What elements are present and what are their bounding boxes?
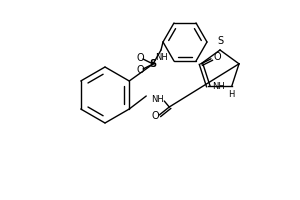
Text: O: O — [136, 65, 144, 75]
Text: S: S — [149, 59, 157, 69]
Text: O: O — [214, 52, 222, 62]
Text: H: H — [229, 90, 235, 99]
Text: S: S — [217, 36, 223, 46]
Text: O: O — [136, 53, 144, 63]
Text: NH: NH — [151, 95, 164, 104]
Text: NH: NH — [154, 53, 167, 62]
Text: NH: NH — [212, 82, 225, 91]
Text: O: O — [152, 111, 159, 121]
